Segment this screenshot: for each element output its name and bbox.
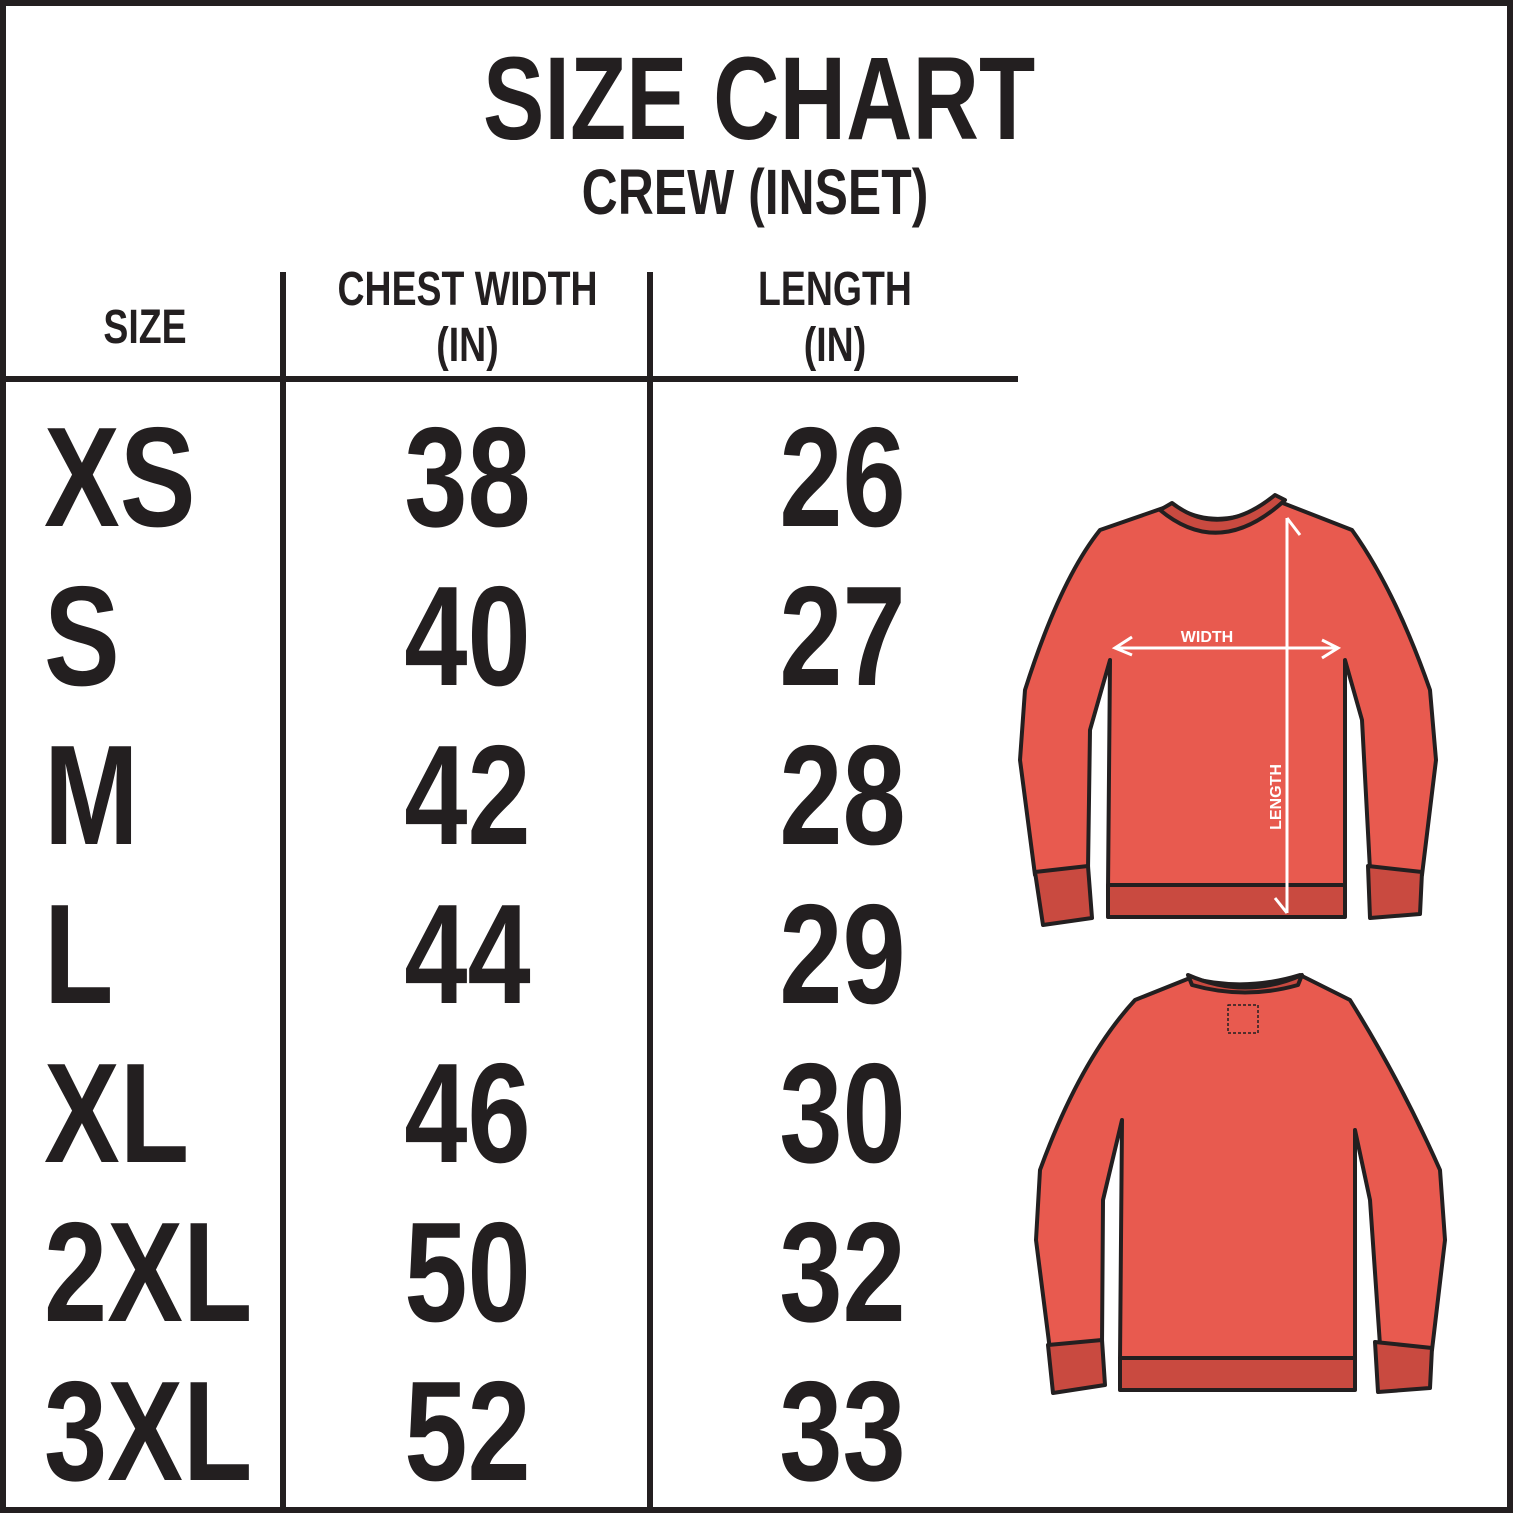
cell-size: XS	[44, 398, 196, 557]
front-collar	[1158, 493, 1287, 535]
page-title: SIZE CHART	[483, 33, 1036, 165]
cell-length: 26	[779, 398, 906, 557]
measurement-arrows	[1111, 517, 1342, 914]
front-body	[1018, 498, 1438, 892]
cell-chest: 46	[404, 1034, 531, 1193]
back-hem	[1118, 1356, 1357, 1392]
cell-chest: 42	[404, 716, 531, 875]
cell-length: 30	[779, 1034, 906, 1193]
header-chest-unit: (IN)	[436, 319, 499, 372]
sweater-front	[1018, 493, 1438, 927]
cell-size: M	[44, 716, 139, 875]
sweater-back	[1034, 973, 1447, 1395]
header-divider	[6, 376, 1018, 382]
front-right-cuff	[1366, 864, 1424, 920]
header-length: LENGTH	[758, 263, 912, 316]
cell-size: L	[44, 875, 114, 1034]
cell-chest: 38	[404, 398, 531, 557]
cell-length: 28	[779, 716, 906, 875]
cell-size: 3XL	[44, 1352, 253, 1511]
column-divider-2	[647, 272, 653, 1507]
header-length-unit: (IN)	[803, 319, 867, 372]
page-subtitle: CREW (INSET)	[581, 156, 929, 228]
cell-length: 27	[779, 557, 906, 716]
cell-length: 33	[779, 1352, 906, 1511]
cell-length: 29	[779, 875, 906, 1034]
header-chest-width: CHEST WIDTH	[337, 263, 598, 316]
back-body	[1034, 973, 1447, 1362]
cell-chest: 40	[404, 557, 531, 716]
front-hem	[1106, 883, 1347, 919]
cell-chest: 52	[404, 1352, 531, 1511]
column-divider-1	[280, 272, 286, 1507]
cell-chest: 50	[404, 1193, 531, 1352]
cell-length: 32	[779, 1193, 906, 1352]
cell-chest: 44	[404, 875, 531, 1034]
header-size: SIZE	[103, 301, 187, 354]
front-left-cuff	[1033, 864, 1094, 927]
cell-size: XL	[44, 1034, 190, 1193]
back-collar	[1186, 973, 1304, 995]
cell-size: 2XL	[44, 1193, 253, 1352]
back-right-cuff	[1373, 1340, 1434, 1394]
width-label: WIDTH	[1181, 629, 1233, 646]
cell-size: S	[44, 557, 120, 716]
back-left-cuff	[1046, 1338, 1107, 1395]
back-tag	[1227, 1004, 1259, 1034]
length-label: LENGTH	[1268, 764, 1285, 830]
